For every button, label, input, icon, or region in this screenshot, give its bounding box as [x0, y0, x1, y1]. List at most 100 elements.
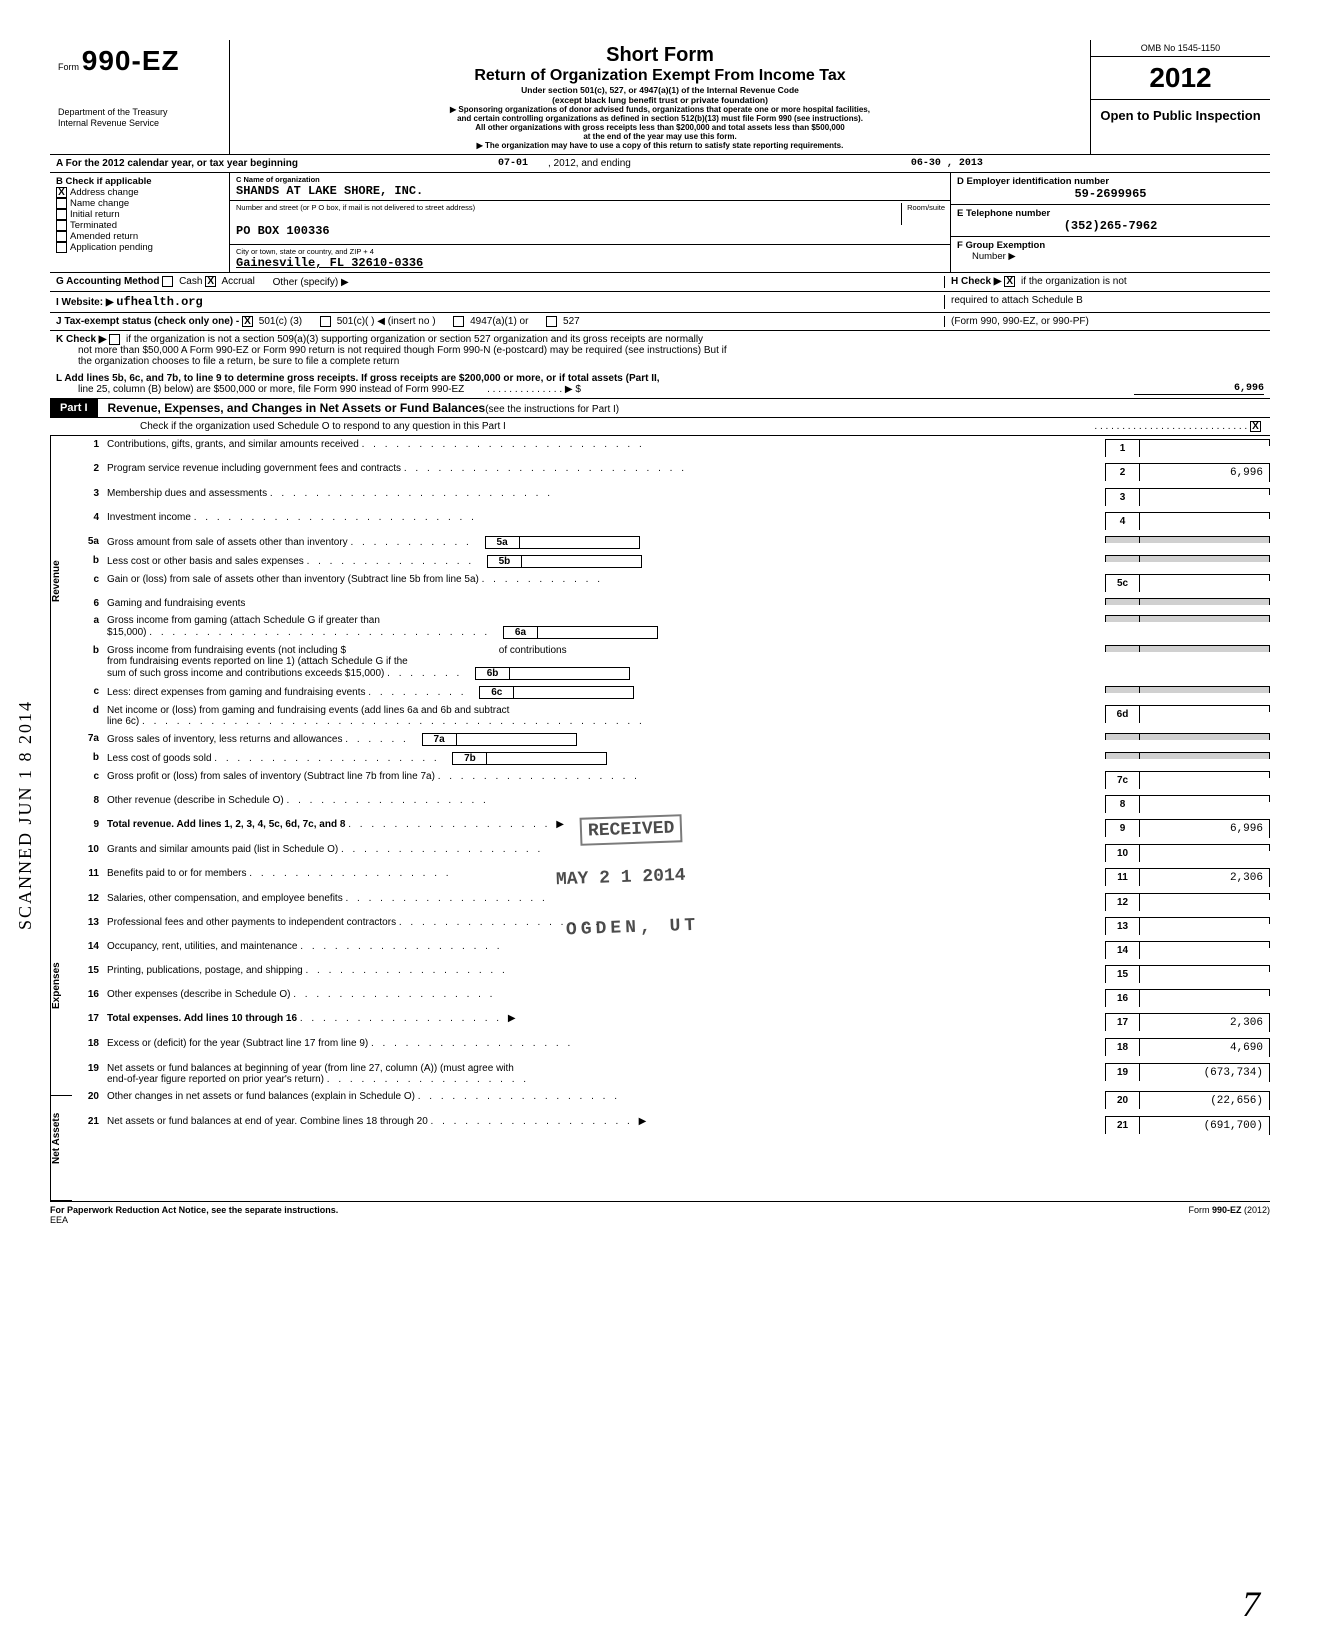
line-14-val [1140, 941, 1270, 948]
j-opt2: 501(c)( [337, 316, 369, 327]
h-text3: (Form 990, 990-EZ, or 990-PF) [951, 316, 1089, 327]
footer-right: Form 990-EZ (2012) [1188, 1205, 1270, 1225]
cb-501c3[interactable] [242, 316, 253, 327]
sponsor5: ▶ The organization may have to use a cop… [240, 141, 1080, 150]
c-name-label: C Name of organization [236, 175, 944, 184]
b-item-3: Terminated [70, 220, 117, 231]
part1-title-suffix: (see the instructions for Part I) [485, 404, 619, 415]
section-def: D Employer identification number 59-2699… [950, 173, 1270, 272]
line-6a-text2: $15,000) [107, 627, 146, 638]
begin-date: 07-01 [498, 158, 528, 169]
line-6c: c Less: direct expenses from gaming and … [72, 683, 1270, 702]
b-item-5: Application pending [70, 242, 153, 253]
line-a-mid: , 2012, and ending [548, 158, 631, 169]
side-expenses: Expenses [50, 926, 72, 1096]
line-6d: d Net income or (loss) from gaming and f… [72, 702, 1270, 730]
line-5c: c Gain or (loss) from sale of assets oth… [72, 571, 1270, 595]
line-6a-text: Gross income from gaming (attach Schedul… [107, 615, 380, 626]
cb-schedule-o[interactable] [1250, 421, 1261, 432]
stamp-date: MAY 2 1 2014 [550, 863, 692, 892]
phone: (352)265-7962 [957, 219, 1264, 233]
cb-501c[interactable] [320, 316, 331, 327]
line-14: 14 Occupancy, rent, utilities, and maint… [72, 938, 1270, 962]
room-suite-label: Room/suite [901, 203, 945, 225]
j-opt4: 4947(a)(1) or [470, 316, 528, 327]
form-number: 990-EZ [82, 45, 180, 76]
part1-title: Revenue, Expenses, and Changes in Net As… [98, 401, 620, 415]
f-label: F Group Exemption [957, 240, 1045, 251]
l-dots: . . . . . . . . . . . . . . ▶ $ [487, 384, 581, 395]
cb-amended[interactable] [56, 231, 67, 242]
footer: For Paperwork Reduction Act Notice, see … [50, 1201, 1270, 1225]
title-box: Short Form Return of Organization Exempt… [230, 40, 1090, 154]
cb-4947[interactable] [453, 316, 464, 327]
line-5c-text: Gain or (loss) from sale of assets other… [107, 574, 479, 585]
line-4-val [1140, 512, 1270, 519]
page-mark: 7 [1242, 1583, 1260, 1625]
subtitle2: (except black lung benefit trust or priv… [240, 95, 1080, 105]
sponsor1: ▶ Sponsoring organizations of donor advi… [240, 105, 1080, 114]
line-15-val [1140, 965, 1270, 972]
sponsor3: All other organizations with gross recei… [240, 123, 1080, 132]
line-18-val: 4,690 [1140, 1038, 1270, 1057]
line-18-text: Excess or (deficit) for the year (Subtra… [107, 1038, 368, 1049]
cb-address-change[interactable] [56, 187, 67, 198]
line-6d-text2: line 6c) [107, 716, 139, 727]
j-label: J Tax-exempt status (check only one) - [56, 316, 239, 327]
line-6-text: Gaming and fundraising events [107, 598, 1105, 609]
line-17-val: 2,306 [1140, 1013, 1270, 1032]
line-l: L Add lines 5b, 6c, and 7b, to line 9 to… [50, 370, 1270, 398]
content-area: 1 Contributions, gifts, grants, and simi… [72, 436, 1270, 1201]
h-label: H Check ▶ [951, 277, 1001, 288]
line-20-text: Other changes in net assets or fund bala… [107, 1091, 415, 1102]
stamp-received: RECEIVED [580, 814, 683, 846]
line-3: 3 Membership dues and assessments . . . … [72, 485, 1270, 509]
line-6b: b Gross income from fundraising events (… [72, 642, 1270, 683]
subtitle1: Under section 501(c), 527, or 4947(a)(1)… [240, 85, 1080, 95]
b-item-4: Amended return [70, 231, 138, 242]
j-opt1: 501(c) (3) [259, 316, 302, 327]
cb-cash[interactable] [162, 276, 173, 287]
b-item-1: Name change [70, 198, 129, 209]
main-area: Revenue Expenses Net Assets 1 Contributi… [50, 436, 1270, 1201]
cb-initial[interactable] [56, 209, 67, 220]
line-6b-text4: sum of such gross income and contributio… [107, 668, 384, 679]
part1-header-row: Part I Revenue, Expenses, and Changes in… [50, 398, 1270, 418]
sponsor4: at the end of the year may use this form… [240, 132, 1080, 141]
footer-left: For Paperwork Reduction Act Notice, see … [50, 1205, 338, 1215]
form-id-box: Form 990-EZ Department of the Treasury I… [50, 40, 230, 154]
part1-label: Part I [50, 399, 98, 417]
section-c: C Name of organization SHANDS AT LAKE SH… [230, 173, 950, 272]
line-9-text: Total revenue. Add lines 1, 2, 3, 4, 5c,… [107, 819, 345, 830]
line-12-text: Salaries, other compensation, and employ… [107, 893, 343, 904]
line-5a: 5a Gross amount from sale of assets othe… [72, 533, 1270, 552]
cb-h[interactable] [1004, 276, 1015, 287]
year-box: OMB No 1545-1150 2012 Open to Public Ins… [1090, 40, 1270, 154]
part1-check-text: Check if the organization used Schedule … [140, 421, 1094, 432]
line-12: 12 Salaries, other compensation, and emp… [72, 890, 1270, 914]
l-text2: line 25, column (B) below) are $500,000 … [78, 384, 464, 395]
side-netassets: Net Assets [50, 1096, 72, 1201]
line-2: 2 Program service revenue including gove… [72, 460, 1270, 485]
line-6d-val [1140, 705, 1270, 712]
cb-accrual[interactable] [205, 276, 216, 287]
line-7a: 7a Gross sales of inventory, less return… [72, 730, 1270, 749]
line-5c-val [1140, 574, 1270, 581]
line-6b-text: Gross income from fundraising events (no… [107, 645, 346, 656]
line-2-val: 6,996 [1140, 463, 1270, 482]
cb-k[interactable] [109, 334, 120, 345]
scanned-stamp: SCANNED JUN 1 8 2014 [15, 700, 36, 930]
b-header: B Check if applicable [56, 176, 223, 187]
i-label: I Website: ▶ [56, 297, 114, 308]
line-20-val: (22,656) [1140, 1091, 1270, 1110]
cb-pending[interactable] [56, 242, 67, 253]
cb-name-change[interactable] [56, 198, 67, 209]
line-16: 16 Other expenses (describe in Schedule … [72, 986, 1270, 1010]
cb-527[interactable] [546, 316, 557, 327]
org-addr: PO BOX 100336 [236, 224, 944, 238]
line-8-val [1140, 795, 1270, 802]
line-15-text: Printing, publications, postage, and shi… [107, 965, 303, 976]
line-7b-text: Less cost of goods sold [107, 753, 212, 764]
k-label: K Check ▶ [56, 334, 106, 345]
cb-terminated[interactable] [56, 220, 67, 231]
